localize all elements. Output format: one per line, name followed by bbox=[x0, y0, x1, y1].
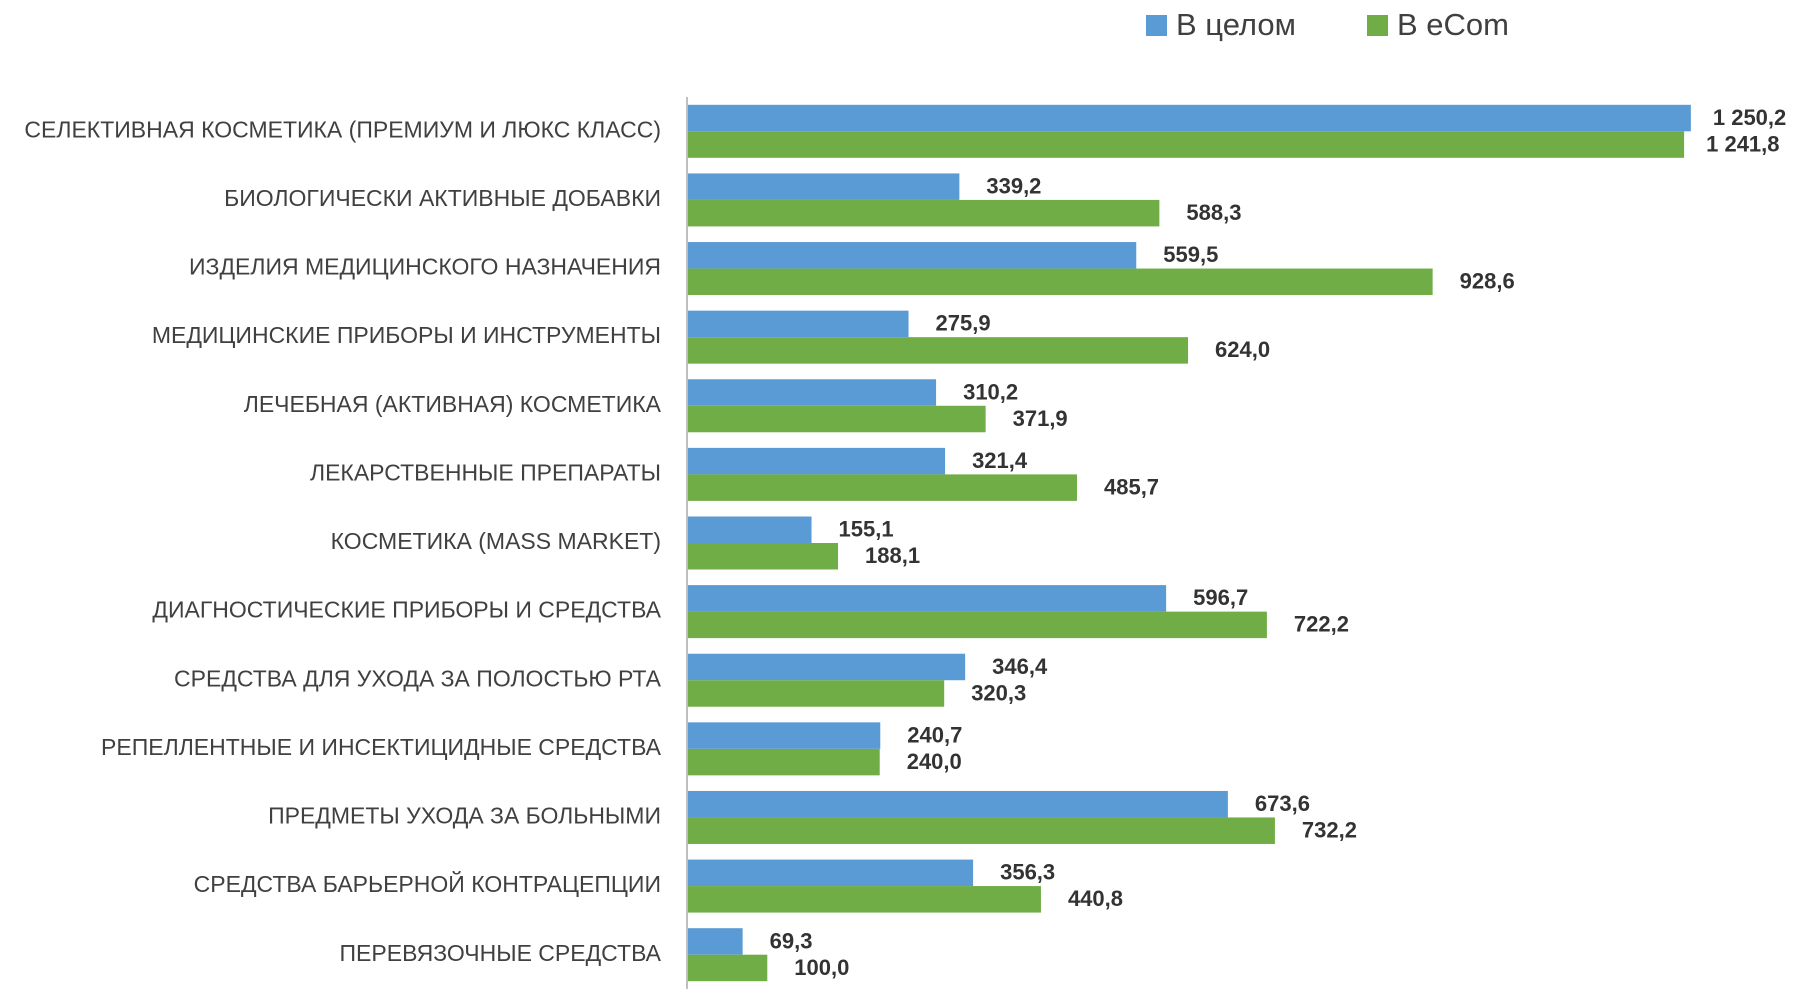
y-tick-label: ЛЕЧЕБНАЯ (АКТИВНАЯ) КОСМЕТИКА bbox=[244, 391, 662, 417]
bar bbox=[687, 337, 1189, 364]
bar bbox=[687, 928, 743, 955]
legend-label: В eCom bbox=[1397, 7, 1509, 42]
data-label: 69,3 bbox=[770, 928, 813, 953]
data-label: 339,2 bbox=[986, 173, 1041, 198]
data-label: 1 241,8 bbox=[1706, 131, 1779, 156]
data-label: 722,2 bbox=[1294, 612, 1349, 637]
bar bbox=[687, 516, 812, 543]
bar bbox=[687, 104, 1691, 132]
bar bbox=[687, 405, 986, 433]
bar bbox=[687, 790, 1228, 818]
data-label: 371,9 bbox=[1013, 406, 1068, 431]
bar bbox=[687, 474, 1077, 501]
bar bbox=[687, 447, 946, 475]
legend-swatch bbox=[1146, 15, 1167, 36]
data-label: 440,8 bbox=[1068, 886, 1123, 911]
y-tick-label: ДИАГНОСТИЧЕСКИЕ ПРИБОРЫ И СРЕДСТВА bbox=[152, 597, 661, 623]
data-label: 321,4 bbox=[972, 448, 1028, 473]
data-label: 485,7 bbox=[1104, 474, 1159, 499]
bar bbox=[687, 722, 881, 749]
bar bbox=[687, 954, 768, 982]
bar bbox=[687, 859, 974, 887]
legend-swatch bbox=[1367, 15, 1388, 36]
y-tick-label: ЛЕКАРСТВЕННЫЕ ПРЕПАРАТЫ bbox=[310, 459, 661, 485]
bar bbox=[687, 268, 1433, 296]
data-label: 188,1 bbox=[865, 543, 920, 568]
y-tick-label: ИЗДЕЛИЯ МЕДИЦИНСКОГО НАЗНАЧЕНИЯ bbox=[189, 254, 661, 280]
bar bbox=[687, 199, 1160, 227]
bar bbox=[687, 131, 1685, 158]
bar bbox=[687, 543, 839, 570]
bar bbox=[687, 653, 966, 681]
legend-label: В целом bbox=[1176, 7, 1296, 42]
data-label: 240,0 bbox=[907, 749, 962, 774]
bar bbox=[687, 886, 1041, 913]
data-label: 310,2 bbox=[963, 379, 1018, 404]
y-tick-label: СРЕДСТВА ДЛЯ УХОДА ЗА ПОЛОСТЬЮ РТА bbox=[174, 665, 662, 691]
y-tick-label: МЕДИЦИНСКИЕ ПРИБОРЫ И ИНСТРУМЕНТЫ bbox=[152, 322, 661, 348]
bar bbox=[687, 585, 1167, 612]
bar bbox=[687, 680, 945, 707]
y-tick-label: СРЕДСТВА БАРЬЕРНОЙ КОНТРАЦЕПЦИИ bbox=[194, 870, 661, 897]
data-label: 100,0 bbox=[794, 955, 849, 980]
y-tick-label: ПРЕДМЕТЫ УХОДА ЗА БОЛЬНЫМИ bbox=[268, 803, 661, 829]
bar bbox=[687, 611, 1267, 639]
bar bbox=[687, 242, 1137, 269]
data-label: 275,9 bbox=[936, 311, 991, 336]
data-label: 928,6 bbox=[1460, 269, 1515, 294]
y-tick-label: РЕПЕЛЛЕНТНЫЕ И ИНСЕКТИЦИДНЫЕ СРЕДСТВА bbox=[101, 734, 662, 760]
data-label: 624,0 bbox=[1215, 337, 1270, 362]
data-label: 346,4 bbox=[992, 654, 1048, 679]
y-tick-label: БИОЛОГИЧЕСКИ АКТИВНЫЕ ДОБАВКИ bbox=[224, 185, 661, 211]
bar bbox=[687, 817, 1275, 844]
data-label: 320,3 bbox=[971, 680, 1026, 705]
y-tick-label: ПЕРЕВЯЗОЧНЫЕ СРЕДСТВА bbox=[340, 940, 662, 966]
data-label: 356,3 bbox=[1000, 860, 1055, 885]
data-label: 155,1 bbox=[839, 517, 894, 542]
data-label: 240,7 bbox=[907, 722, 962, 747]
bar bbox=[687, 310, 909, 338]
data-label: 673,6 bbox=[1255, 791, 1310, 816]
bar bbox=[687, 379, 937, 406]
data-label: 1 250,2 bbox=[1713, 105, 1786, 130]
bar bbox=[687, 173, 960, 200]
y-tick-label: КОСМЕТИКА (MASS MARKET) bbox=[331, 528, 661, 554]
data-label: 596,7 bbox=[1193, 585, 1248, 610]
bar bbox=[687, 748, 880, 776]
data-label: 559,5 bbox=[1163, 242, 1218, 267]
data-label: 588,3 bbox=[1186, 200, 1241, 225]
data-label: 732,2 bbox=[1302, 818, 1357, 843]
y-tick-label: СЕЛЕКТИВНАЯ КОСМЕТИКА (ПРЕМИУМ И ЛЮКС КЛ… bbox=[24, 116, 661, 142]
